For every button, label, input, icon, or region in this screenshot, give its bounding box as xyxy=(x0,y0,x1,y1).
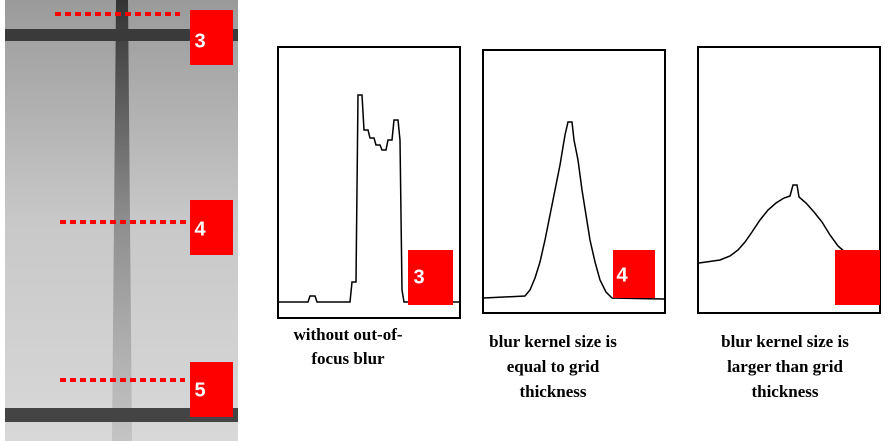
panel-marker: 4 xyxy=(616,264,628,286)
panel: 4 blur kernel size is equal to grid thic… xyxy=(483,50,665,401)
caption: thickness xyxy=(519,382,586,401)
caption: blur kernel size is xyxy=(721,332,849,351)
marker-label: 5 xyxy=(194,379,205,401)
marker-label: 3 xyxy=(194,30,205,52)
caption: larger than grid xyxy=(727,357,843,376)
caption: blur kernel size is xyxy=(489,332,617,351)
caption: thickness xyxy=(751,382,818,401)
panel: 3 without out-of- focus blur xyxy=(278,47,460,368)
caption: equal to grid xyxy=(507,357,600,376)
figure: 3 4 5 3 without out-of- focus blur 4 blu… xyxy=(0,0,892,441)
marker-label: 4 xyxy=(194,218,206,240)
panel: blur kernel size is larger than grid thi… xyxy=(698,47,880,401)
caption: focus blur xyxy=(311,349,385,368)
panel-marker: 3 xyxy=(413,266,424,288)
photo: 3 4 5 xyxy=(5,0,238,441)
caption: without out-of- xyxy=(293,325,402,344)
